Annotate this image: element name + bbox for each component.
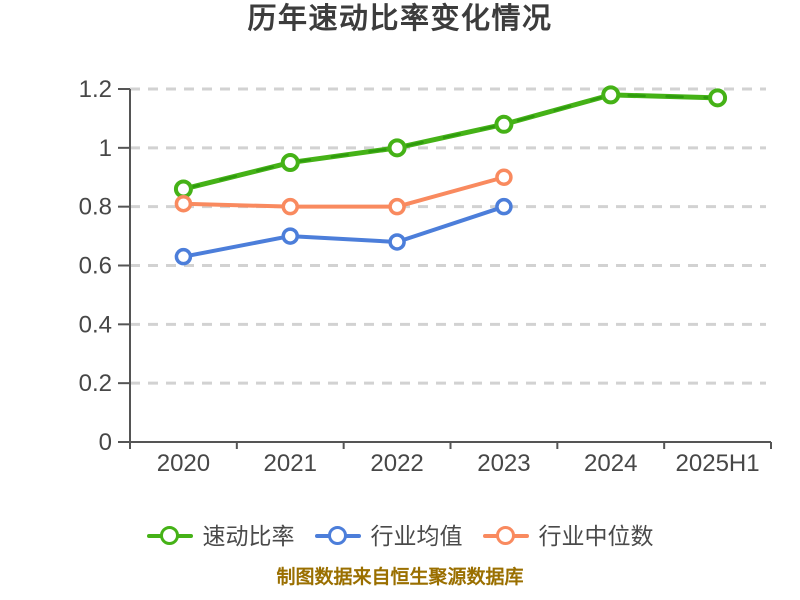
legend-item-1: 行业均值 (314, 523, 463, 549)
x-axis-label: 2025H1 (676, 450, 760, 477)
data-point-marker (388, 197, 406, 216)
series-line-0 (180, 92, 721, 192)
legend-line-circle-icon (146, 526, 193, 546)
data-point-marker (495, 168, 513, 186)
data-point-marker (281, 227, 299, 245)
data-point-marker (387, 138, 407, 158)
data-point-marker (174, 194, 193, 213)
data-point-marker (280, 153, 300, 173)
data-point-marker (708, 88, 728, 108)
legend-circle-icon (327, 526, 347, 545)
legend-line-circle-icon (482, 526, 529, 546)
legend: 速动比率 行业均值 行业中位数 (0, 516, 800, 556)
y-axis-label: 0.4 (79, 311, 112, 338)
legend-item-0: 速动比率 (146, 523, 295, 549)
y-axis-label: 0.6 (79, 253, 112, 280)
legend-item-label: 速动比率 (202, 523, 295, 549)
series-line-2 (181, 175, 506, 209)
data-point-marker (494, 114, 514, 134)
legend-circle-icon (159, 526, 179, 545)
data-point-marker (388, 233, 406, 251)
y-axis-label: 1.2 (79, 76, 112, 103)
x-axis-label: 2021 (264, 450, 317, 477)
legend-line-circle-icon (314, 526, 361, 546)
data-point-marker (173, 179, 193, 199)
legend-circle-icon (495, 526, 515, 545)
y-axis-label: 0 (99, 429, 112, 456)
y-axis-label: 1 (99, 135, 112, 162)
data-source-note: 制图数据来自恒生聚源数据库 (276, 567, 524, 588)
x-axis-label: 2020 (157, 450, 210, 477)
legend-item-label: 行业均值 (370, 523, 463, 549)
x-axis-label: 2023 (477, 450, 530, 477)
data-point-marker (601, 85, 621, 105)
data-point-marker (281, 197, 299, 216)
y-axis-label: 0.8 (79, 194, 112, 221)
legend-item-2: 行业中位数 (482, 523, 654, 549)
x-axis-label: 2024 (584, 450, 637, 477)
x-axis-label: 2022 (370, 450, 423, 477)
y-axis-label: 0.2 (79, 370, 112, 397)
chart-title: 历年速动比率变化情况 (247, 3, 553, 35)
data-point-marker (495, 197, 513, 216)
data-point-marker (174, 247, 193, 266)
series-line-1 (181, 204, 506, 259)
legend-item-label: 行业中位数 (538, 523, 654, 549)
plot-area: 0 0.2 0.4 0.6 0.8 1 1.2 2020 2021 2022 2023 2024 202… (79, 76, 772, 477)
series-line-sketch-overlay (182, 93, 719, 191)
